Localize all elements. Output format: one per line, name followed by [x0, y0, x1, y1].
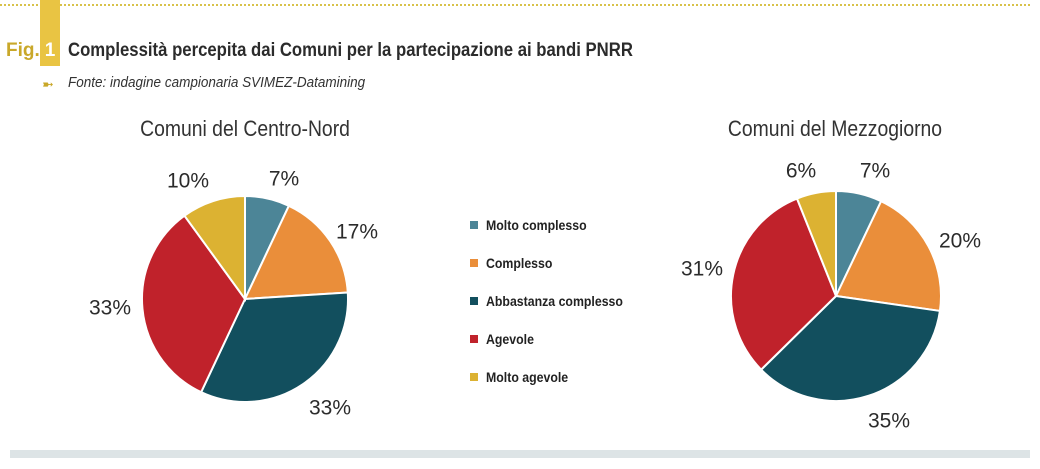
pie-label-mezzogiorno-3: 31%: [681, 258, 723, 281]
pie-slice-mezzogiorno-4: [795, 189, 837, 297]
legend-label: Molto agevole: [486, 369, 569, 385]
legend-swatch: [470, 335, 478, 343]
pie-label-mezzogiorno-1: 20%: [939, 230, 981, 253]
pie-label-mezzogiorno-2: 35%: [868, 410, 910, 433]
pie-slice-centro-nord-3: [141, 214, 247, 394]
pie-slice-mezzogiorno-3: [730, 197, 838, 372]
pie-label-centro-nord-4: 10%: [167, 170, 209, 193]
source-arrow-icon: ➼: [42, 76, 54, 92]
figure-label: Fig.: [6, 40, 40, 61]
legend-swatch: [470, 297, 478, 305]
legend-item-molto-agevole: Molto agevole: [470, 358, 642, 396]
pie-slice-mezzogiorno-2: [759, 294, 942, 402]
pie-label-centro-nord-1: 17%: [336, 221, 378, 244]
pie-label-centro-nord-3: 33%: [89, 297, 131, 320]
legend: Molto complesso Complesso Abbastanza com…: [470, 206, 642, 396]
bottom-band: [10, 450, 1030, 458]
figure-number: 1: [44, 40, 56, 61]
top-dotted-rule: [0, 4, 1030, 6]
figure-accent-bar: [40, 0, 60, 66]
chart-title-centro-nord: Comuni del Centro-Nord: [140, 116, 350, 141]
figure-title: Complessità percepita dai Comuni per la …: [68, 40, 633, 61]
pie-slice-centro-nord-2: [199, 291, 349, 403]
legend-label: Molto complesso: [486, 217, 587, 233]
legend-label: Agevole: [486, 331, 534, 347]
pie-slice-centro-nord-1: [243, 204, 349, 301]
figure-source: Fonte: indagine campionaria SVIMEZ-Datam…: [68, 74, 366, 91]
legend-swatch: [470, 373, 478, 381]
legend-item-molto-complesso: Molto complesso: [470, 206, 642, 244]
pie-label-centro-nord-2: 33%: [309, 397, 351, 420]
chart-title-mezzogiorno: Comuni del Mezzogiorno: [727, 116, 943, 141]
legend-item-abbastanza-complesso: Abbastanza complesso: [470, 282, 642, 320]
legend-swatch: [470, 221, 478, 229]
legend-label: Complesso: [486, 255, 553, 271]
legend-item-agevole: Agevole: [470, 320, 642, 358]
pie-label-mezzogiorno-4: 6%: [786, 160, 816, 183]
legend-label: Abbastanza complesso: [486, 293, 623, 309]
legend-swatch: [470, 259, 478, 267]
pie-slice-mezzogiorno-1: [834, 199, 942, 313]
pie-slice-centro-nord-4: [183, 194, 246, 303]
legend-item-complesso: Complesso: [470, 244, 642, 282]
pie-label-centro-nord-0: 7%: [269, 168, 299, 191]
pie-label-mezzogiorno-0: 7%: [860, 160, 890, 183]
